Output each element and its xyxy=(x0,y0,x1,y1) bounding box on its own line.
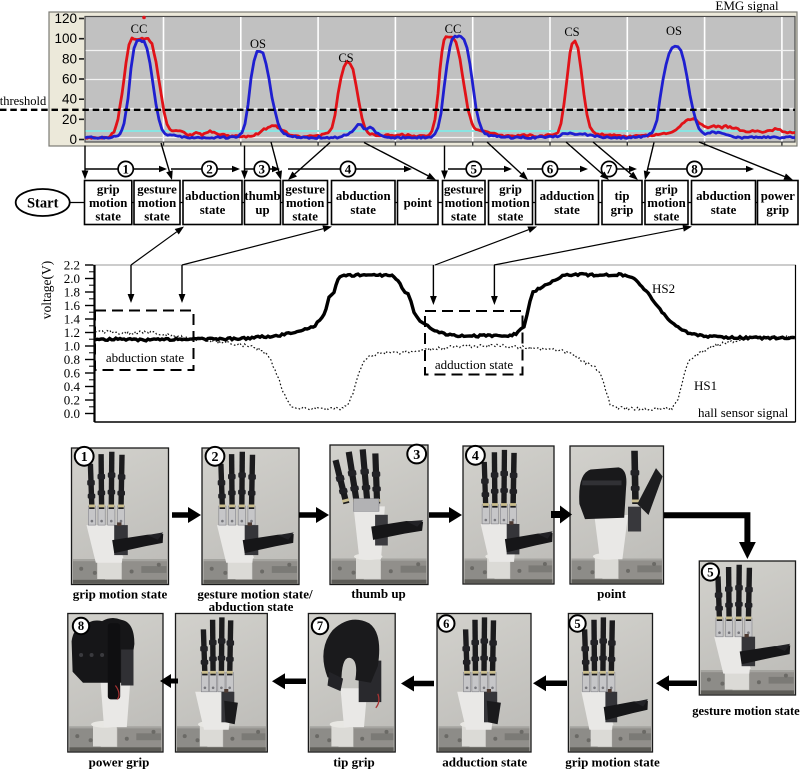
svg-text:1: 1 xyxy=(122,162,129,177)
svg-text:7: 7 xyxy=(606,162,613,177)
svg-text:state: state xyxy=(654,210,680,224)
svg-text:grip: grip xyxy=(97,182,120,196)
svg-text:state: state xyxy=(200,203,226,217)
svg-text:120: 120 xyxy=(54,11,77,26)
svg-text:0.6: 0.6 xyxy=(64,366,81,381)
svg-text:state: state xyxy=(498,210,524,224)
svg-text:2.0: 2.0 xyxy=(64,271,80,286)
svg-text:gesture motion state/: gesture motion state/ xyxy=(197,587,313,602)
svg-text:OS: OS xyxy=(666,24,682,38)
svg-text:EMG signal: EMG signal xyxy=(715,0,779,13)
svg-text:80: 80 xyxy=(62,51,77,66)
svg-text:threshold: threshold xyxy=(0,94,47,108)
svg-text:0: 0 xyxy=(69,132,77,147)
svg-text:grip: grip xyxy=(655,182,678,196)
svg-text:gesture: gesture xyxy=(444,182,484,196)
svg-text:thumb: thumb xyxy=(244,189,280,203)
svg-text:motion: motion xyxy=(491,196,529,210)
svg-text:motion: motion xyxy=(647,196,685,210)
svg-text:2.2: 2.2 xyxy=(64,258,80,273)
svg-text:grip: grip xyxy=(611,203,634,217)
svg-text:1: 1 xyxy=(81,450,88,465)
svg-text:5: 5 xyxy=(707,564,714,579)
svg-text:8: 8 xyxy=(691,162,698,177)
svg-text:6: 6 xyxy=(547,162,554,177)
svg-text:point: point xyxy=(404,196,433,210)
svg-text:CS: CS xyxy=(564,25,579,39)
svg-text:gesture: gesture xyxy=(285,182,325,196)
svg-text:20: 20 xyxy=(62,112,77,127)
svg-text:100: 100 xyxy=(54,31,77,46)
svg-text:1.8: 1.8 xyxy=(64,285,80,300)
svg-text:thumb up: thumb up xyxy=(351,586,406,601)
svg-text:state: state xyxy=(554,203,580,217)
svg-text:state: state xyxy=(144,210,170,224)
svg-text:gesture motion state: gesture motion state xyxy=(692,704,800,718)
svg-text:2: 2 xyxy=(206,162,213,177)
svg-text:voltage(V): voltage(V) xyxy=(39,261,54,319)
svg-text:motion: motion xyxy=(138,196,176,210)
svg-text:tip grip: tip grip xyxy=(333,755,375,769)
svg-text:abduction state: abduction state xyxy=(209,599,294,614)
svg-text:HS1: HS1 xyxy=(694,378,717,393)
svg-text:CC: CC xyxy=(131,22,148,36)
svg-text:state: state xyxy=(292,210,318,224)
svg-text:grip motion state: grip motion state xyxy=(73,587,168,602)
svg-text:40: 40 xyxy=(62,92,77,107)
svg-text:motion: motion xyxy=(445,196,483,210)
svg-text:abduction state: abduction state xyxy=(106,350,185,365)
svg-text:2: 2 xyxy=(212,450,219,465)
svg-text:power grip: power grip xyxy=(89,755,150,769)
svg-text:adduction: adduction xyxy=(540,189,595,203)
svg-text:Start: Start xyxy=(27,196,59,212)
svg-text:abduction: abduction xyxy=(696,189,751,203)
svg-text:abduction: abduction xyxy=(336,189,391,203)
svg-text:3: 3 xyxy=(259,162,266,177)
svg-text:3: 3 xyxy=(413,448,420,463)
svg-text:state: state xyxy=(350,203,376,217)
svg-text:6: 6 xyxy=(443,617,449,631)
svg-text:0.8: 0.8 xyxy=(64,352,80,367)
svg-text:CS: CS xyxy=(338,51,353,65)
svg-text:8: 8 xyxy=(78,619,84,633)
svg-text:1.2: 1.2 xyxy=(64,325,80,340)
svg-text:1.6: 1.6 xyxy=(64,298,81,313)
svg-text:OS: OS xyxy=(250,37,266,51)
svg-text:state: state xyxy=(451,210,477,224)
svg-text:grip motion state: grip motion state xyxy=(565,755,660,769)
svg-text:state: state xyxy=(711,203,737,217)
svg-text:7: 7 xyxy=(317,619,323,633)
svg-text:1.4: 1.4 xyxy=(64,312,81,327)
svg-text:grip: grip xyxy=(766,203,789,217)
svg-text:0.2: 0.2 xyxy=(64,393,80,408)
svg-text:motion: motion xyxy=(286,196,324,210)
svg-text:5: 5 xyxy=(471,162,478,177)
svg-text:power: power xyxy=(761,189,795,203)
svg-text:1.0: 1.0 xyxy=(64,339,80,354)
svg-text:4: 4 xyxy=(472,449,479,464)
svg-text:adduction state: adduction state xyxy=(442,755,527,769)
svg-text:up: up xyxy=(255,203,269,217)
svg-text:gesture: gesture xyxy=(137,182,177,196)
svg-text:CC: CC xyxy=(445,22,462,36)
svg-text:0.4: 0.4 xyxy=(64,379,81,394)
svg-text:5: 5 xyxy=(574,617,580,631)
svg-text:hall sensor signal: hall sensor signal xyxy=(698,405,789,420)
svg-text:4: 4 xyxy=(345,162,352,177)
svg-text:adduction state: adduction state xyxy=(435,357,514,372)
svg-text:motion: motion xyxy=(89,196,127,210)
svg-text:point: point xyxy=(597,586,627,601)
svg-text:grip: grip xyxy=(499,182,522,196)
svg-text:state: state xyxy=(95,210,121,224)
svg-text:60: 60 xyxy=(62,72,77,87)
svg-text:HS2: HS2 xyxy=(652,281,675,296)
svg-text:tip: tip xyxy=(615,189,630,203)
svg-text:abduction: abduction xyxy=(185,189,240,203)
svg-text:0.0: 0.0 xyxy=(64,406,80,421)
